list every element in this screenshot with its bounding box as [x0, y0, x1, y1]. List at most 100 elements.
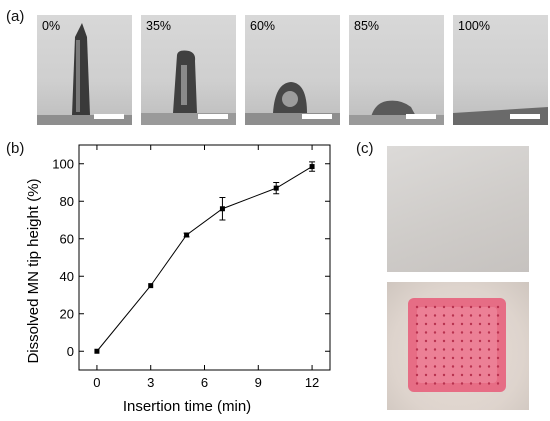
- dissolution-label: 85%: [354, 19, 380, 33]
- microneedle-spot: [487, 314, 491, 317]
- microneedle-spot: [460, 382, 464, 385]
- x-tick-label: 6: [201, 375, 208, 390]
- microneedle-spot: [442, 348, 446, 351]
- micrograph-60: 60%: [245, 15, 340, 125]
- microneedle-spot: [424, 382, 428, 385]
- panel-c-label: (c): [356, 140, 374, 157]
- microneedle-spot: [442, 382, 446, 385]
- scale-bar: [94, 114, 124, 119]
- microneedle-spot: [451, 339, 455, 343]
- microneedle-spot: [496, 356, 500, 360]
- microneedle-spot: [415, 331, 419, 334]
- microneedle-spot: [442, 373, 446, 377]
- microneedle-spot: [478, 314, 482, 317]
- y-tick-label: 0: [67, 344, 74, 359]
- x-tick-label: 9: [255, 375, 262, 390]
- dissolution-label: 60%: [250, 19, 276, 33]
- microneedle-spot: [460, 314, 464, 317]
- microneedle-spot: [460, 373, 464, 377]
- microneedle-spot: [442, 356, 446, 360]
- chart-marks: [94, 161, 316, 354]
- microneedle-spot: [487, 339, 491, 343]
- microneedle-spot: [487, 305, 491, 309]
- needle-intact-shape: [37, 23, 132, 125]
- microneedle-spot: [442, 322, 446, 326]
- microneedle-spot: [415, 322, 419, 326]
- dye-patch: [408, 298, 506, 392]
- y-tick-label: 40: [60, 269, 74, 284]
- microneedle-spot: [415, 373, 419, 377]
- data-point: [148, 283, 154, 289]
- microneedle-spot: [415, 305, 419, 309]
- microneedle-spot: [460, 331, 464, 334]
- scale-bar: [510, 114, 540, 119]
- microneedle-spot: [478, 331, 482, 334]
- microneedle-spot: [469, 373, 473, 377]
- microneedle-spot: [451, 373, 455, 377]
- panel-b-label: (b): [6, 140, 25, 157]
- microneedle-spot: [469, 382, 473, 385]
- microneedle-spot: [496, 322, 500, 326]
- y-axis-label: Dissolved MN tip height (%): [25, 178, 42, 363]
- microneedle-spot: [415, 348, 419, 351]
- x-tick-label: 0: [93, 375, 100, 390]
- microneedle-spot: [460, 322, 464, 326]
- skin-after-photo: [387, 282, 529, 410]
- scale-bar: [198, 114, 228, 119]
- microneedle-spot: [451, 356, 455, 360]
- microneedle-spot: [424, 305, 428, 309]
- data-point: [309, 164, 315, 170]
- dissolution-label: 100%: [458, 19, 490, 33]
- microneedle-spot: [487, 382, 491, 385]
- y-tick-label: 80: [60, 194, 74, 209]
- x-axis-label: Insertion time (min): [123, 398, 251, 415]
- microneedle-spot: [415, 339, 419, 343]
- microneedle-spot: [433, 322, 437, 326]
- y-tick-label: 20: [60, 306, 74, 321]
- microneedle-spot: [424, 331, 428, 334]
- microneedle-spot: [442, 305, 446, 309]
- microneedle-spot: [496, 382, 500, 385]
- microneedle-spot: [487, 331, 491, 334]
- microneedle-spot: [442, 331, 446, 334]
- microneedle-spot: [478, 365, 482, 368]
- data-point: [273, 185, 279, 191]
- y-tick-label: 100: [52, 156, 74, 171]
- microneedle-spot: [460, 305, 464, 309]
- microneedle-spot: [478, 356, 482, 360]
- micrograph-85: 85%: [349, 15, 444, 125]
- microneedle-spot: [496, 348, 500, 351]
- microneedle-spot: [469, 331, 473, 334]
- microneedle-spot: [433, 382, 437, 385]
- microneedle-spot: [478, 322, 482, 326]
- microneedle-spot: [451, 365, 455, 368]
- x-tick-label: 3: [147, 375, 154, 390]
- microneedle-spot: [424, 322, 428, 326]
- data-point: [94, 348, 100, 354]
- dissolution-label: 35%: [146, 19, 172, 33]
- microneedle-spot: [433, 356, 437, 360]
- dissolution-label: 0%: [42, 19, 61, 33]
- scale-bar: [302, 114, 332, 119]
- microneedle-spot: [469, 322, 473, 326]
- needle-nearly-dissolved-shape: [349, 100, 444, 125]
- microneedle-spot: [469, 356, 473, 360]
- microneedle-spot: [451, 331, 455, 334]
- microneedle-spot: [451, 305, 455, 309]
- microneedle-spot: [478, 339, 482, 343]
- microneedle-spot: [424, 373, 428, 377]
- microneedle-spot: [415, 314, 419, 317]
- microneedle-spot: [442, 339, 446, 343]
- microneedle-spot: [424, 339, 428, 343]
- microneedle-spot: [487, 365, 491, 368]
- data-point: [219, 206, 225, 212]
- microneedle-spot: [460, 339, 464, 343]
- microneedle-spot: [469, 365, 473, 368]
- microneedle-spot: [415, 365, 419, 368]
- chart-axes: 0 3 6 9 12 0 20 40 60 80 100: [52, 144, 331, 390]
- microneedle-spot: [487, 356, 491, 360]
- microneedle-spot: [442, 365, 446, 368]
- substrate-only-shape: [453, 107, 548, 125]
- scale-bar: [406, 114, 436, 119]
- microneedle-spot: [496, 305, 500, 309]
